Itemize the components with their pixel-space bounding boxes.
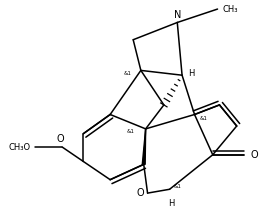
Text: &1: &1 [126,129,134,134]
Text: N: N [174,10,181,20]
Polygon shape [142,129,146,164]
Text: O: O [57,134,64,144]
Text: &1: &1 [173,184,181,189]
Text: O: O [136,188,144,198]
Text: O: O [250,150,258,160]
Text: &1: &1 [123,71,131,76]
Text: CH₃: CH₃ [222,5,238,14]
Text: H: H [188,69,194,78]
Text: H: H [168,199,175,208]
Text: &1: &1 [199,116,207,121]
Text: CH₃O: CH₃O [9,143,31,152]
